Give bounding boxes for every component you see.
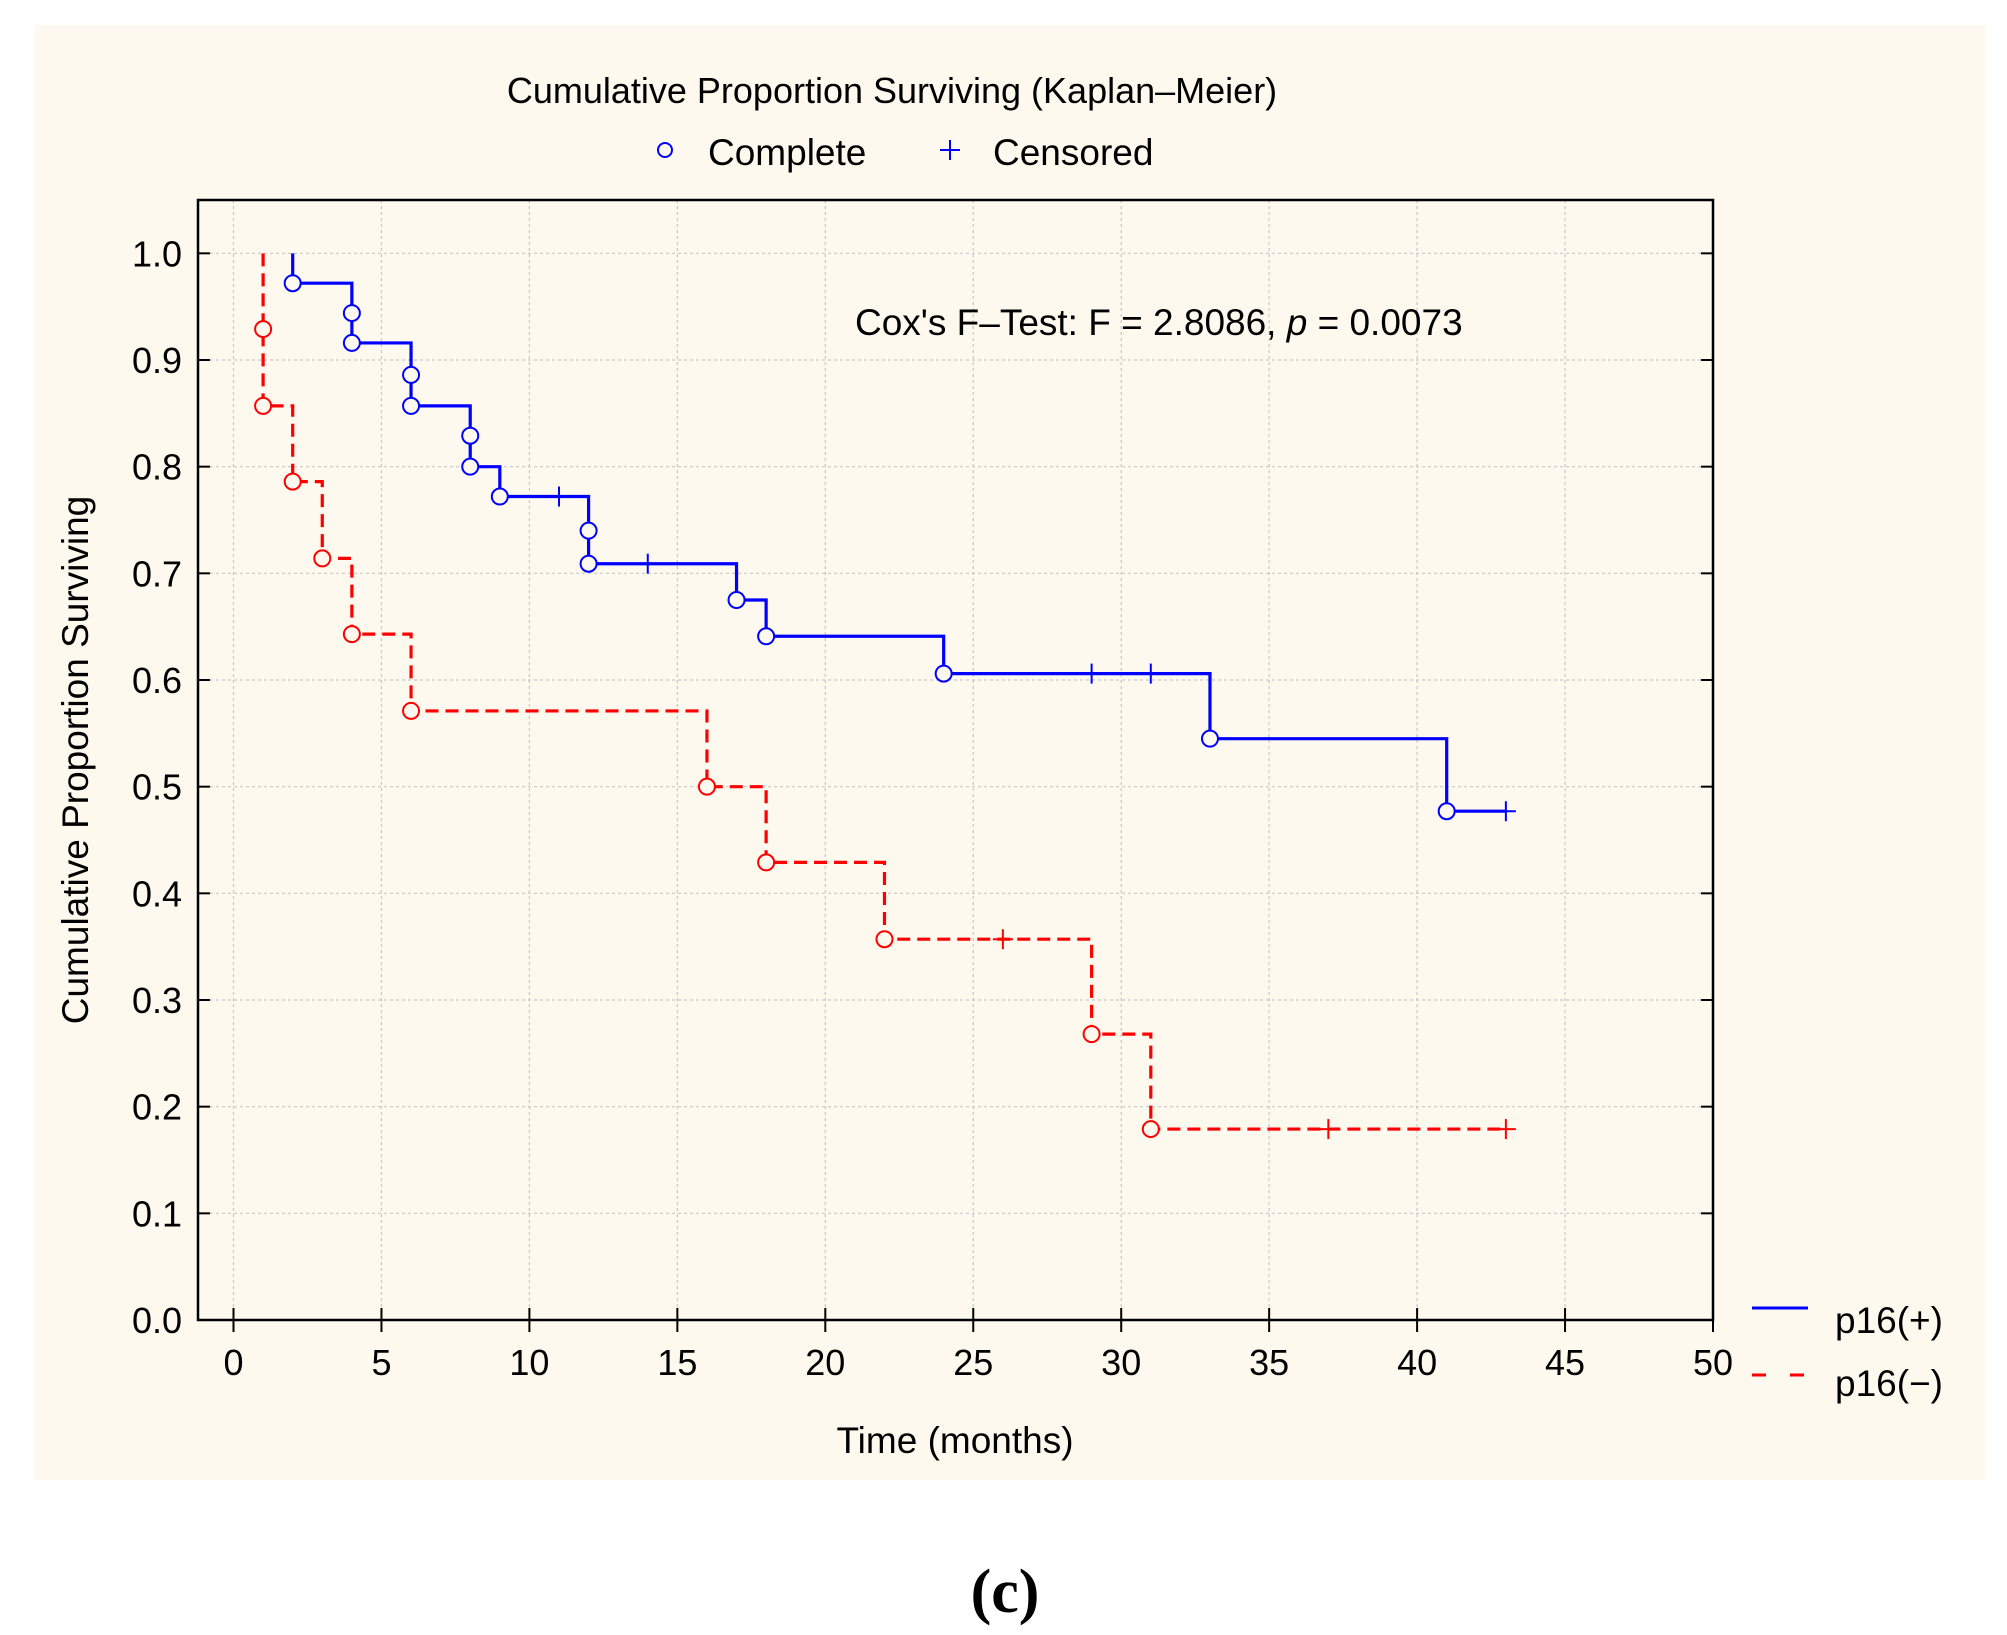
censored-point xyxy=(637,553,658,574)
y-tick-label: 0.7 xyxy=(132,553,182,594)
x-tick-label: 5 xyxy=(371,1342,391,1383)
complete-point xyxy=(1082,1025,1101,1044)
complete-point xyxy=(342,333,361,352)
series-layer xyxy=(254,253,1516,1140)
censored-point xyxy=(1318,1119,1339,1140)
complete-point xyxy=(1141,1120,1160,1139)
legend-label-p16-positive: p16(+) xyxy=(1835,1300,1943,1341)
censored-point xyxy=(548,486,569,507)
x-tick-label: 45 xyxy=(1545,1342,1585,1383)
grid xyxy=(198,200,1714,1320)
panel-label: (c) xyxy=(971,1558,1040,1626)
x-axis: 0 5 10 15 20 25 30 35 40 45 50 xyxy=(223,1308,1733,1383)
y-tick-label: 0.2 xyxy=(132,1087,182,1128)
series-p16-negative xyxy=(254,253,1516,1140)
complete-point xyxy=(313,549,332,568)
complete-point xyxy=(875,930,894,949)
marker-legend-censored: Censored xyxy=(993,132,1153,173)
x-tick-label: 50 xyxy=(1693,1342,1733,1383)
y-tick-label: 0.0 xyxy=(132,1300,182,1341)
complete-point xyxy=(342,625,361,644)
marker-legend: Complete Censored xyxy=(657,132,1153,173)
complete-point xyxy=(342,304,361,323)
plot-frame xyxy=(196,198,1715,1322)
series-legend: p16(+) p16(−) xyxy=(1752,1300,1943,1404)
x-tick-label: 0 xyxy=(223,1342,243,1383)
complete-point xyxy=(461,426,480,445)
legend-label-p16-negative: p16(−) xyxy=(1835,1363,1943,1404)
y-tick-label: 0.1 xyxy=(132,1193,182,1234)
censored-point xyxy=(1495,1119,1516,1140)
x-tick-label: 10 xyxy=(509,1342,549,1383)
y-axis: 0.0 0.1 0.2 0.3 0.4 0.5 0.6 0.7 0.8 0.9 1.0 xyxy=(132,233,1713,1341)
x-tick-label: 25 xyxy=(953,1342,993,1383)
complete-point xyxy=(461,457,480,476)
complete-point xyxy=(1200,729,1219,748)
x-tick-label: 15 xyxy=(657,1342,697,1383)
complete-point xyxy=(402,396,421,415)
complete-point xyxy=(697,777,716,796)
marker-legend-complete: Complete xyxy=(708,132,866,173)
chart-background xyxy=(35,25,1985,1480)
y-tick-label: 0.5 xyxy=(132,767,182,808)
complete-point xyxy=(254,396,273,415)
complete-point xyxy=(283,274,302,293)
complete-point xyxy=(579,554,598,573)
complete-point xyxy=(1437,802,1456,821)
y-axis-label: Cumulative Proportion Surviving xyxy=(55,496,96,1025)
y-tick-label: 1.0 xyxy=(132,233,182,274)
survival-curve xyxy=(261,253,1506,1131)
complete-point xyxy=(757,627,776,646)
censored-point xyxy=(1140,663,1161,684)
complete-point xyxy=(757,853,776,872)
series-p16-positive xyxy=(283,253,1516,822)
y-tick-label: 0.6 xyxy=(132,660,182,701)
complete-point xyxy=(579,521,598,540)
complete-marker-icon xyxy=(657,142,673,158)
chart-title: Cumulative Proportion Surviving (Kaplan–… xyxy=(507,70,1277,111)
complete-point xyxy=(402,365,421,384)
censored-point xyxy=(992,929,1013,950)
censored-point xyxy=(1081,663,1102,684)
y-tick-label: 0.8 xyxy=(132,447,182,488)
complete-point xyxy=(934,664,953,683)
complete-point xyxy=(727,591,746,609)
y-tick-label: 0.4 xyxy=(132,873,182,914)
x-tick-label: 35 xyxy=(1249,1342,1289,1383)
complete-point xyxy=(283,472,302,491)
complete-point xyxy=(490,487,509,506)
censored-marker-icon xyxy=(940,140,960,160)
censored-point xyxy=(1495,801,1516,822)
y-tick-label: 0.9 xyxy=(132,340,182,381)
x-tick-label: 30 xyxy=(1101,1342,1141,1383)
x-axis-label: Time (months) xyxy=(836,1420,1073,1461)
complete-point xyxy=(254,320,273,339)
x-tick-label: 20 xyxy=(805,1342,845,1383)
y-tick-label: 0.3 xyxy=(132,980,182,1021)
complete-point xyxy=(402,701,421,720)
x-tick-label: 40 xyxy=(1397,1342,1437,1383)
annotation-cox-test: Cox's F–Test: F = 2.8086, p = 0.0073 xyxy=(855,302,1463,343)
